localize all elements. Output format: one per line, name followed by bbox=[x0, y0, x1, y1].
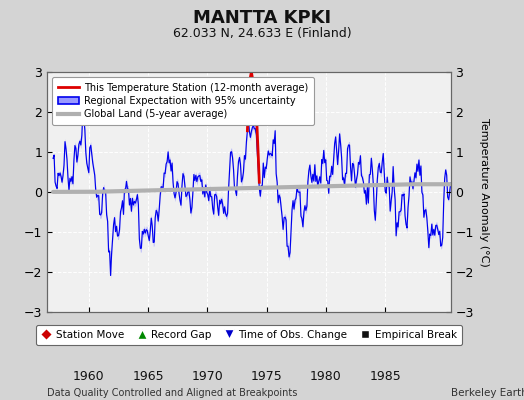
Legend: This Temperature Station (12-month average), Regional Expectation with 95% uncer: This Temperature Station (12-month avera… bbox=[52, 77, 314, 125]
Y-axis label: Temperature Anomaly (°C): Temperature Anomaly (°C) bbox=[479, 118, 489, 266]
Text: 1965: 1965 bbox=[132, 370, 164, 383]
Text: 62.033 N, 24.633 E (Finland): 62.033 N, 24.633 E (Finland) bbox=[173, 28, 351, 40]
Text: 1960: 1960 bbox=[73, 370, 104, 383]
Text: 1970: 1970 bbox=[191, 370, 223, 383]
Text: Data Quality Controlled and Aligned at Breakpoints: Data Quality Controlled and Aligned at B… bbox=[47, 388, 298, 398]
Text: 1980: 1980 bbox=[310, 370, 342, 383]
Legend: Station Move, Record Gap, Time of Obs. Change, Empirical Break: Station Move, Record Gap, Time of Obs. C… bbox=[36, 325, 462, 345]
Text: 1975: 1975 bbox=[251, 370, 282, 383]
Text: 1985: 1985 bbox=[369, 370, 401, 383]
Text: MANTTA KPKI: MANTTA KPKI bbox=[193, 9, 331, 27]
Text: Berkeley Earth: Berkeley Earth bbox=[451, 388, 524, 398]
